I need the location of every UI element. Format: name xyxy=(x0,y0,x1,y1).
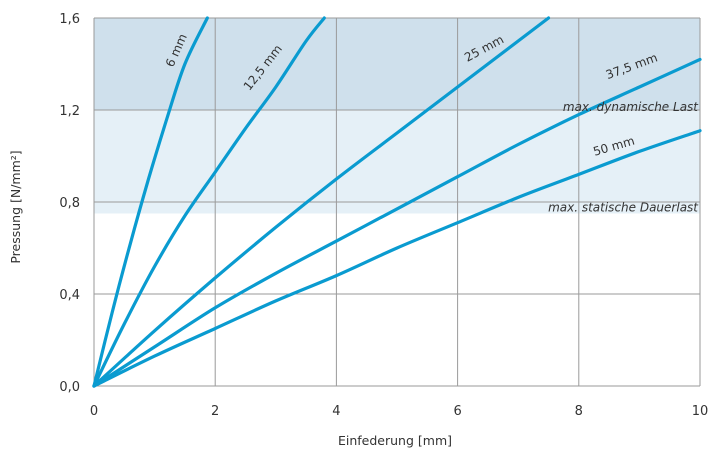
band-0 xyxy=(94,18,700,110)
series-line-1 xyxy=(92,16,326,388)
series-lines xyxy=(92,16,702,388)
series-line-0 xyxy=(92,16,209,388)
y-tick-label-4: 1,6 xyxy=(59,12,80,27)
x-tick-label-3: 6 xyxy=(453,404,461,419)
threshold-bands xyxy=(94,18,700,214)
x-tick-label-0: 0 xyxy=(90,404,98,419)
band-label-1: max. statische Dauerlast xyxy=(548,201,699,215)
tick-labels: 0 2 4 6 8 10 0,0 0,4 0,8 1,2 1,6 xyxy=(59,12,708,419)
y-tick-label-1: 0,4 xyxy=(59,288,80,303)
x-axis-title: Einfederung [mm] xyxy=(338,433,452,448)
band-label-0: max. dynamische Last xyxy=(563,100,699,114)
y-tick-label-2: 0,8 xyxy=(59,196,80,211)
x-tick-label-4: 8 xyxy=(575,404,583,419)
series-line-3 xyxy=(92,57,702,388)
band-1 xyxy=(94,110,700,214)
y-axis-title: Pressung [N/mm²] xyxy=(8,150,23,263)
y-tick-label-3: 1,2 xyxy=(59,104,80,119)
series-line-2 xyxy=(92,16,551,388)
x-tick-label-5: 10 xyxy=(692,404,709,419)
y-tick-label-0: 0,0 xyxy=(59,380,80,395)
x-tick-label-2: 4 xyxy=(332,404,340,419)
series-line-4 xyxy=(92,129,702,388)
x-tick-label-1: 2 xyxy=(211,404,219,419)
